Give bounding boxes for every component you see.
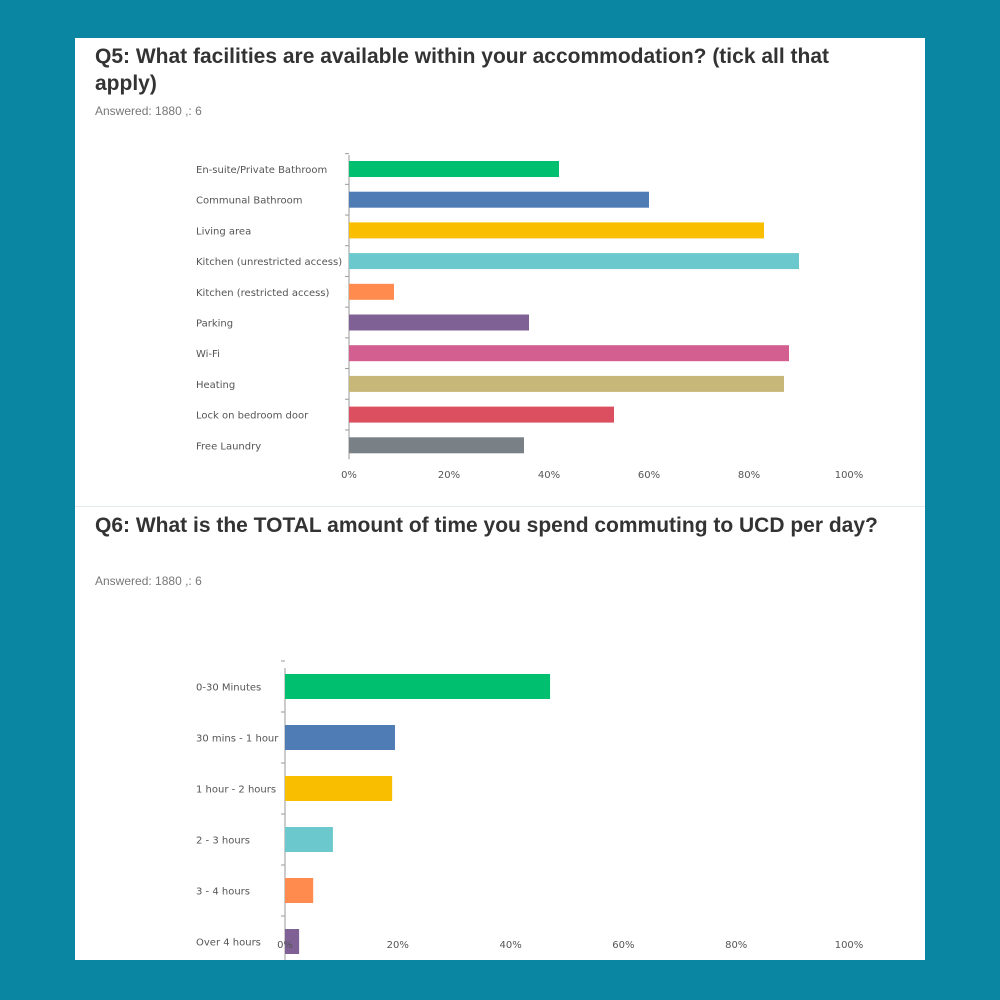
category-label: 0-30 Minutes [196, 683, 261, 694]
x-tick-label: 0% [341, 470, 357, 481]
x-tick-label: 100% [835, 940, 864, 951]
q6-title: Q6: What is the TOTAL amount of time you… [95, 514, 878, 537]
bar [349, 375, 784, 392]
section-divider [75, 506, 925, 507]
bar [285, 776, 393, 801]
bar [285, 929, 300, 954]
q6-answered-count: 1880 [155, 574, 182, 588]
category-label: 1 hour - 2 hours [196, 785, 276, 796]
category-label: 3 - 4 hours [196, 887, 250, 898]
bar [285, 827, 333, 852]
survey-results-card: Q5: What facilities are available within… [75, 38, 925, 960]
x-tick-label: 40% [499, 940, 521, 951]
q5-title: Q5: What facilities are available within… [95, 45, 830, 95]
q6-answered-summary: Answered: 1880 ,: 6 [95, 574, 202, 588]
bar [285, 725, 395, 750]
category-label: Heating [196, 380, 235, 391]
x-tick-label: 80% [738, 470, 760, 481]
bar [349, 345, 789, 362]
category-label: Free Laundry [196, 441, 261, 452]
category-label: Over 4 hours [196, 938, 261, 949]
bar [349, 161, 559, 177]
x-tick-label: 40% [538, 470, 560, 481]
category-label: Lock on bedroom door [196, 411, 309, 422]
x-tick-label: 20% [387, 940, 409, 951]
bar [349, 437, 524, 454]
category-label: Kitchen (unrestricted access) [196, 257, 342, 268]
category-label: 30 mins - 1 hour [196, 734, 279, 745]
q5-answered-label: Answered: [95, 104, 152, 118]
bar [349, 253, 799, 270]
bar [349, 314, 529, 331]
category-label: Kitchen (restricted access) [196, 288, 330, 299]
x-tick-label: 60% [612, 940, 634, 951]
x-tick-label: 100% [835, 470, 864, 481]
bar [349, 191, 649, 208]
q6-answered-label: Answered: [95, 574, 152, 588]
bar [285, 878, 314, 903]
bar [349, 406, 614, 423]
category-label: Parking [196, 319, 233, 330]
category-label: Living area [196, 226, 251, 237]
bar [285, 674, 551, 699]
q5-answered-summary: Answered: 1880 ,: 6 [95, 104, 202, 118]
x-tick-label: 60% [638, 470, 660, 481]
category-label: En-suite/Private Bathroom [196, 165, 327, 176]
bar [349, 222, 764, 239]
q6-skipped-label: ,: 6 [185, 574, 202, 588]
category-label: 2 - 3 hours [196, 836, 250, 847]
q5-bar-chart: En-suite/Private Bathroom Communal Bathro… [196, 153, 864, 481]
category-label: Wi-Fi [196, 349, 220, 360]
bar [349, 283, 394, 300]
x-tick-label: 80% [725, 940, 747, 951]
category-label: Communal Bathroom [196, 196, 302, 207]
q5-skipped-label: ,: 6 [185, 104, 202, 118]
q6-bar-chart: 0-30 Minutes 30 mins - 1 hour 1 hour - 2 h… [196, 660, 864, 960]
x-tick-label: 20% [438, 470, 460, 481]
q5-answered-count: 1880 [155, 104, 182, 118]
x-tick-label: 0% [277, 940, 293, 951]
